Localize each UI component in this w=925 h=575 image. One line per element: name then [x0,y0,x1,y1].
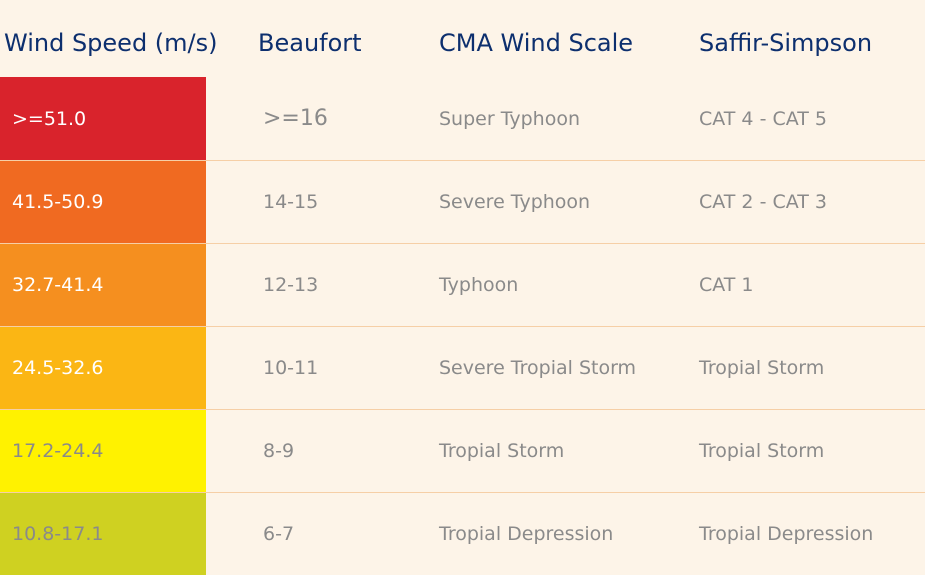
table-header: Wind Speed (m/s) Beaufort CMA Wind Scale… [0,0,925,77]
speed-color-swatch [0,327,206,409]
cell-cma-wind-scale: Tropial Depression [439,523,614,545]
cell-wind-speed: 32.7-41.4 [12,274,104,296]
table-row: >=51.0 >=16 Super Typhoon CAT 4 - CAT 5 [0,77,925,161]
cell-saffir-simpson: CAT 1 [699,274,754,296]
cell-saffir-simpson: Tropial Storm [699,440,825,462]
cell-cma-wind-scale: Typhoon [439,274,519,296]
cell-wind-speed: 41.5-50.9 [12,191,104,213]
cell-cma-wind-scale: Tropial Storm [439,440,565,462]
cell-saffir-simpson: CAT 4 - CAT 5 [699,107,827,130]
cell-beaufort: 6-7 [263,523,295,545]
header-wind-speed: Wind Speed (m/s) [4,29,218,57]
cell-beaufort: 8-9 [263,440,295,462]
speed-color-swatch [0,77,206,160]
cell-beaufort: 12-13 [263,274,319,296]
header-cma-wind-scale: CMA Wind Scale [439,29,634,57]
cell-beaufort: 10-11 [263,357,319,379]
cell-cma-wind-scale: Severe Typhoon [439,191,591,213]
table-row: 41.5-50.9 14-15 Severe Typhoon CAT 2 - C… [0,161,925,244]
cell-wind-speed: >=51.0 [12,107,87,130]
speed-color-swatch [0,410,206,492]
table-row: 32.7-41.4 12-13 Typhoon CAT 1 [0,244,925,327]
header-beaufort: Beaufort [258,29,362,57]
table-body: >=51.0 >=16 Super Typhoon CAT 4 - CAT 5 … [0,77,925,575]
speed-color-swatch [0,493,206,575]
cell-beaufort: >=16 [263,106,328,131]
cell-cma-wind-scale: Severe Tropial Storm [439,357,637,379]
cell-wind-speed: 24.5-32.6 [12,357,104,379]
speed-color-swatch [0,244,206,326]
cell-saffir-simpson: CAT 2 - CAT 3 [699,191,827,213]
speed-color-swatch [0,161,206,243]
table-row: 10.8-17.1 6-7 Tropial Depression Tropial… [0,493,925,575]
cell-beaufort: 14-15 [263,191,319,213]
header-saffir-simpson: Saffir-Simpson [699,29,873,57]
table-row: 17.2-24.4 8-9 Tropial Storm Tropial Stor… [0,410,925,493]
table-row: 24.5-32.6 10-11 Severe Tropial Storm Tro… [0,327,925,410]
cell-wind-speed: 17.2-24.4 [12,440,104,462]
cell-saffir-simpson: Tropial Depression [699,523,874,545]
cell-cma-wind-scale: Super Typhoon [439,107,580,130]
cell-saffir-simpson: Tropial Storm [699,357,825,379]
cell-wind-speed: 10.8-17.1 [12,523,104,545]
